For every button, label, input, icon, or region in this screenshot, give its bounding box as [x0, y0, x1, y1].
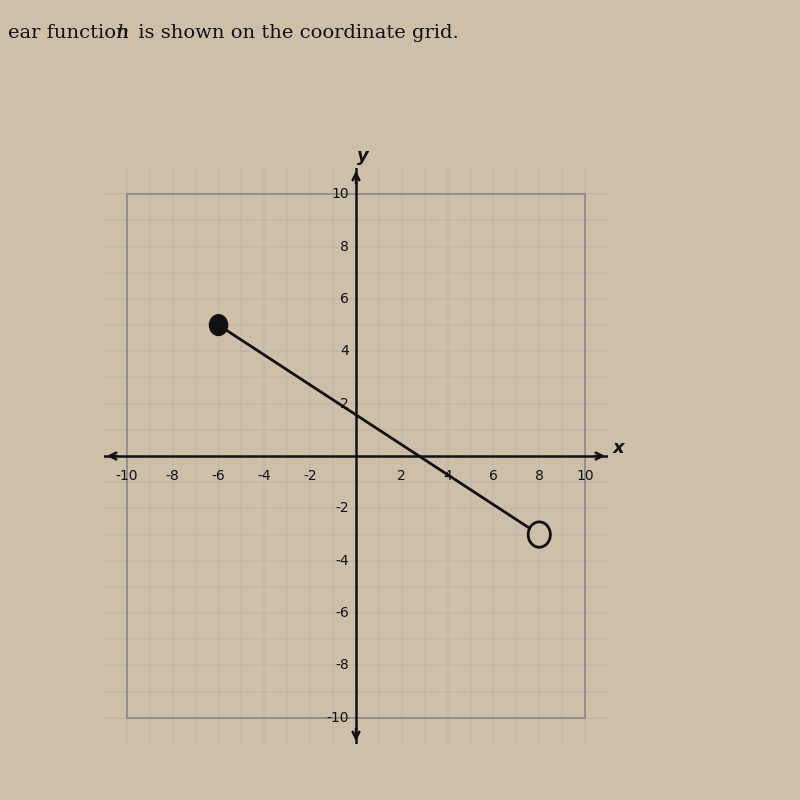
Text: h: h	[116, 24, 129, 42]
Text: 2: 2	[340, 397, 349, 410]
Text: -4: -4	[335, 554, 349, 568]
Text: -2: -2	[335, 502, 349, 515]
Text: y: y	[357, 147, 369, 166]
Text: -8: -8	[166, 469, 180, 483]
Text: -8: -8	[335, 658, 349, 673]
Text: 4: 4	[443, 469, 452, 483]
Text: 8: 8	[340, 239, 349, 254]
Text: 6: 6	[340, 292, 349, 306]
Text: is shown on the coordinate grid.: is shown on the coordinate grid.	[132, 24, 458, 42]
Text: ear function: ear function	[8, 24, 135, 42]
Text: 10: 10	[576, 469, 594, 483]
Circle shape	[210, 314, 228, 335]
Circle shape	[528, 522, 550, 547]
Text: -6: -6	[212, 469, 226, 483]
Text: -10: -10	[326, 711, 349, 725]
Text: -10: -10	[116, 469, 138, 483]
Text: 2: 2	[398, 469, 406, 483]
Text: 6: 6	[489, 469, 498, 483]
Text: 4: 4	[340, 344, 349, 358]
Text: x: x	[613, 439, 624, 457]
Text: 8: 8	[535, 469, 544, 483]
Text: -4: -4	[258, 469, 271, 483]
Text: -6: -6	[335, 606, 349, 620]
Text: -2: -2	[303, 469, 317, 483]
Text: 10: 10	[331, 187, 349, 201]
